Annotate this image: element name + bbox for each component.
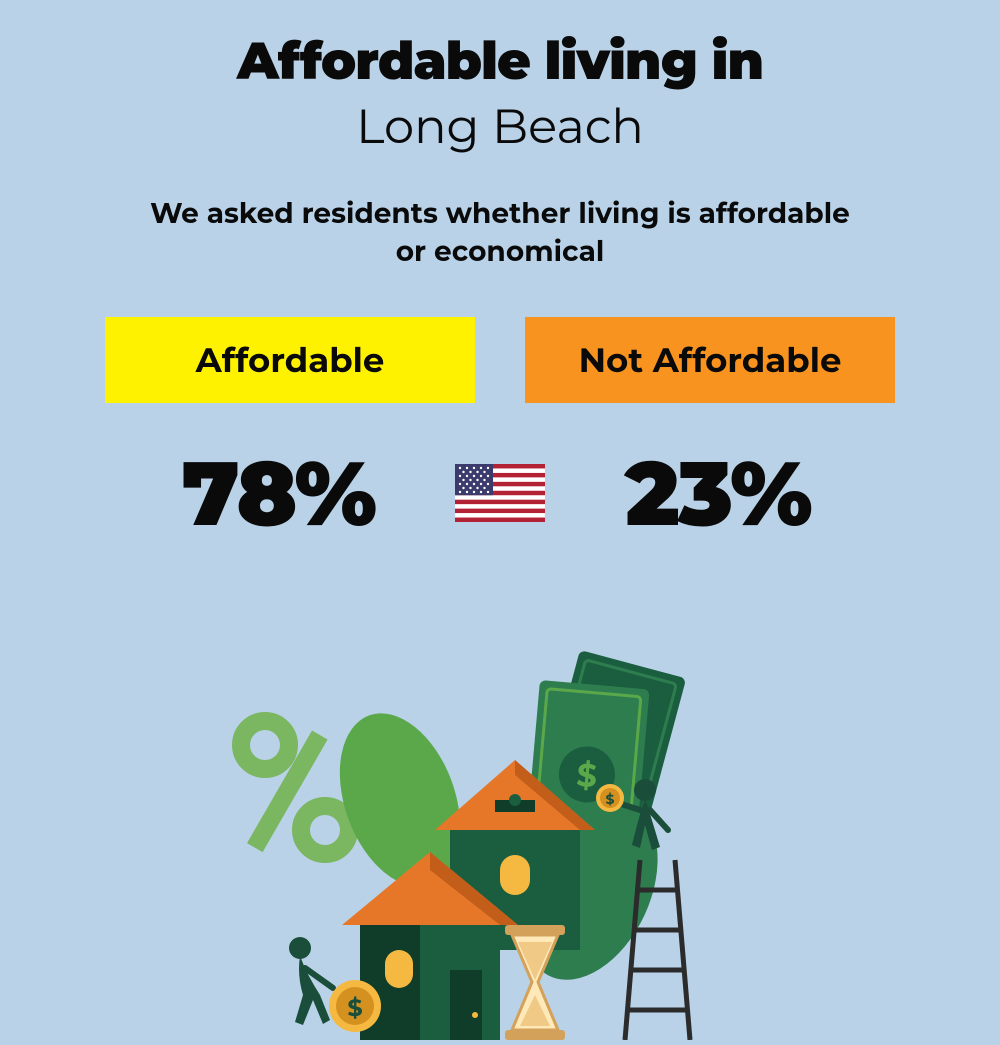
percent-icon bbox=[241, 721, 349, 854]
svg-text:$: $ bbox=[347, 994, 362, 1023]
title-bold: Affordable living in bbox=[0, 30, 1000, 93]
subtitle-text: We asked residents whether living is aff… bbox=[140, 196, 860, 272]
title-city: Long Beach bbox=[0, 98, 1000, 156]
housing-illustration: $ $ bbox=[200, 640, 800, 1040]
infographic-container: Affordable living in Long Beach We asked… bbox=[0, 0, 1000, 1000]
svg-text:$: $ bbox=[575, 756, 599, 797]
us-flag-icon bbox=[455, 464, 545, 522]
affordable-value: 78% bbox=[80, 438, 415, 548]
hourglass-icon bbox=[505, 925, 565, 1040]
not-affordable-value: 23% bbox=[585, 438, 920, 548]
result-cards-row: Affordable Not Affordable bbox=[0, 317, 1000, 403]
values-row: 78% 2 bbox=[0, 438, 1000, 548]
not-affordable-label: Not Affordable bbox=[579, 339, 842, 381]
svg-text:$: $ bbox=[606, 790, 615, 808]
not-affordable-card: Not Affordable bbox=[525, 317, 895, 403]
affordable-label: Affordable bbox=[196, 339, 385, 381]
affordable-card: Affordable bbox=[105, 317, 475, 403]
